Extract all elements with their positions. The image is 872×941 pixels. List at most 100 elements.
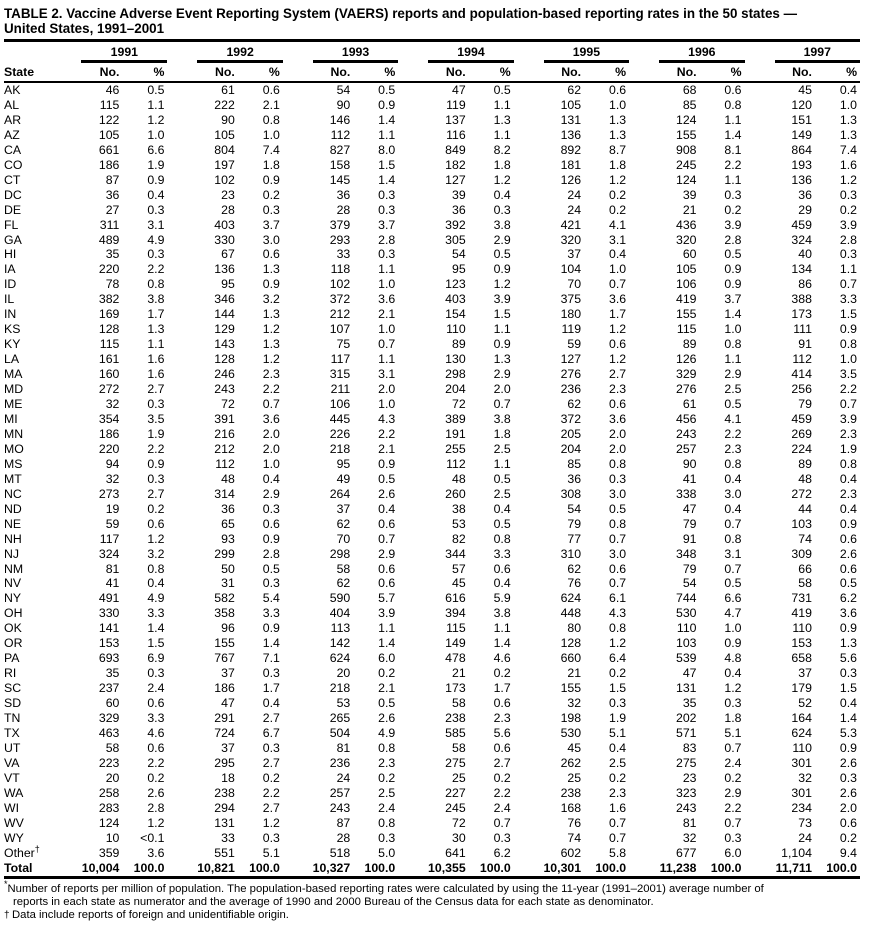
count-cell: 72: [451, 397, 466, 412]
percent-cell: 0.6: [493, 696, 511, 711]
percent-cell: 4.1: [609, 217, 627, 232]
count-cell: 47: [221, 696, 235, 711]
percent-cell: 2.6: [839, 755, 857, 770]
percent-cell: 0.5: [493, 516, 511, 531]
count-cell: 330: [214, 232, 235, 247]
count-cell: 90: [682, 456, 697, 471]
state-header: State: [4, 63, 64, 83]
percent-cell: 0.8: [609, 456, 627, 471]
count-cell: 37: [567, 247, 582, 262]
count-cell: 256: [791, 382, 812, 397]
state-cell: UT: [4, 741, 63, 756]
percent-cell: 1.3: [839, 636, 857, 651]
percent-cell: 2.9: [724, 367, 742, 382]
percent-cell: 1.4: [378, 172, 396, 187]
state-name: IL: [4, 292, 15, 307]
percent-header: %: [465, 63, 514, 83]
count-cell: 36: [567, 471, 582, 486]
count-cell: 191: [445, 426, 466, 441]
state-name: ND: [4, 501, 22, 516]
count-cell: 354: [98, 411, 120, 426]
count-cell: 391: [214, 411, 235, 426]
count-cell: 344: [445, 546, 466, 561]
year-group-1991: 1991: [63, 41, 168, 63]
percent-cell: 1.2: [493, 172, 511, 187]
percent-cell: 100.0: [350, 860, 399, 879]
title-line-1: TABLE 2. Vaccine Adverse Event Reporting…: [4, 6, 797, 21]
count-cell: 329: [675, 367, 697, 382]
percent-cell: 1.5: [147, 636, 165, 651]
count-cell: 62: [567, 83, 582, 97]
percent-cell: 100.0: [696, 860, 745, 879]
percent-cell: 1.3: [609, 127, 627, 142]
state-cell: ID: [4, 277, 63, 292]
percent-cell: 2.2: [724, 426, 742, 441]
percent-cell: 4.9: [147, 591, 165, 606]
percent-cell: 0.9: [724, 262, 742, 277]
count-cell: 146: [329, 112, 351, 127]
count-cell: 143: [214, 337, 235, 352]
count-cell: 257: [675, 441, 697, 456]
percent-cell: 0.2: [262, 770, 280, 785]
count-cell: 624: [791, 725, 812, 740]
percent-cell: 1.2: [262, 815, 280, 830]
count-cell: 158: [329, 157, 351, 172]
state-cell: VT: [4, 771, 63, 786]
percent-cell: 2.6: [378, 486, 396, 501]
count-header: No.: [513, 63, 582, 83]
percent-cell: 3.5: [839, 367, 857, 382]
percent-cell: 1.2: [609, 636, 627, 651]
percent-cell: 1.2: [262, 322, 280, 337]
percent-cell: 0.7: [378, 531, 396, 546]
percent-cell: 0.5: [493, 83, 511, 97]
count-cell: 624: [560, 591, 582, 606]
state-name: SC: [4, 681, 22, 696]
percent-cell: 0.2: [724, 770, 742, 785]
percent-cell: 0.9: [839, 516, 857, 531]
percent-cell: 2.6: [147, 785, 165, 800]
count-cell: 551: [214, 845, 235, 860]
percent-cell: 0.6: [493, 561, 511, 576]
state-cell: DC: [4, 188, 63, 203]
count-cell: 218: [329, 441, 351, 456]
percent-cell: 1.2: [609, 352, 627, 367]
year-label: 1996: [659, 45, 745, 63]
count-cell: 107: [329, 322, 351, 337]
count-cell: 186: [98, 157, 120, 172]
count-cell: 269: [791, 426, 812, 441]
count-cell: 136: [560, 127, 582, 142]
percent-header: %: [350, 63, 399, 83]
percent-cell: 5.0: [378, 845, 396, 860]
state-cell: GA: [4, 233, 63, 248]
percent-cell: 1.1: [493, 127, 511, 142]
percent-cell: 1.3: [262, 262, 280, 277]
percent-cell: 1.9: [839, 441, 857, 456]
percent-cell: 0.7: [839, 397, 857, 412]
count-cell: 103: [791, 516, 812, 531]
count-cell: 311: [99, 217, 120, 232]
table-row: HI 35 0.3 67 0.6 33 0.3 54 0.5 37 0.4 60 0.5 40 0.3: [4, 247, 860, 262]
count-cell: 72: [221, 397, 235, 412]
count-cell: 76: [567, 815, 582, 830]
percent-cell: 0.6: [147, 516, 165, 531]
count-cell: 128: [98, 322, 120, 337]
count-cell: 585: [445, 725, 466, 740]
count-cell: 238: [214, 785, 235, 800]
count-cell: 258: [98, 785, 120, 800]
year-label: 1993: [312, 45, 399, 63]
count-cell: 115: [676, 322, 697, 337]
count-cell: 220: [98, 262, 120, 277]
percent-cell: 0.4: [839, 501, 857, 516]
state-name: MN: [4, 426, 24, 441]
count-cell: 246: [214, 367, 235, 382]
percent-cell: 2.7: [609, 367, 627, 382]
count-cell: 198: [560, 711, 582, 726]
percent-cell: 0.4: [378, 501, 396, 516]
count-cell: 197: [214, 157, 235, 172]
percent-cell: 3.9: [493, 292, 511, 307]
state-cell: NJ: [4, 547, 63, 562]
table-row: AK 46 0.5 61 0.6 54 0.5 47 0.5 62 0.6 68 0.6 45 0.4: [4, 82, 860, 98]
percent-cell: 1.4: [262, 636, 280, 651]
percent-cell: 1.8: [262, 157, 280, 172]
footnote-star-cont: reports in each state as numerator and t…: [4, 896, 860, 909]
